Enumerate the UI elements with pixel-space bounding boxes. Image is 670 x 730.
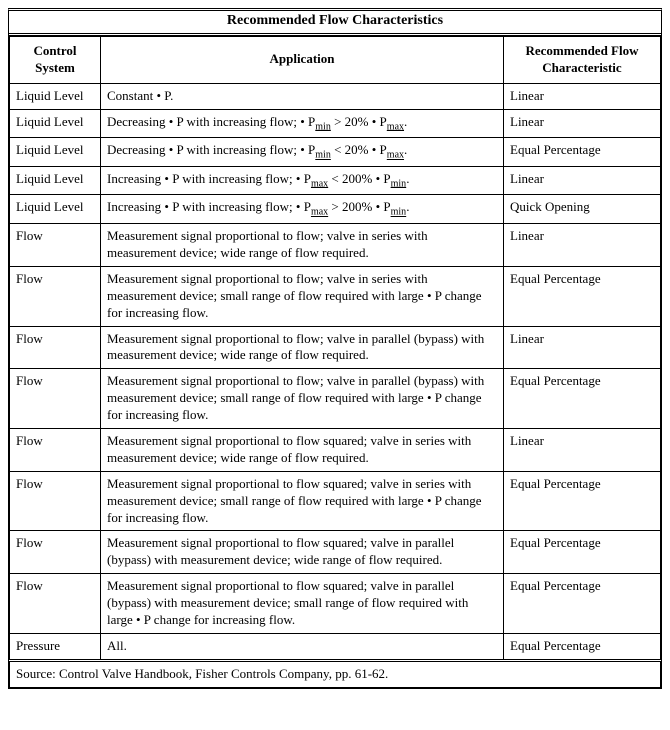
- cell-characteristic: Linear: [504, 428, 661, 471]
- source-row: Source: Control Valve Handbook, Fisher C…: [10, 660, 661, 687]
- header-characteristic: Recommended Flow Characteristic: [504, 37, 661, 84]
- cell-characteristic: Quick Opening: [504, 195, 661, 224]
- table-row: Liquid LevelDecreasing • P with increasi…: [10, 109, 661, 138]
- source-cell: Source: Control Valve Handbook, Fisher C…: [10, 660, 661, 687]
- cell-application: Increasing • P with increasing flow; • P…: [101, 195, 504, 224]
- table-row: FlowMeasurement signal proportional to f…: [10, 266, 661, 326]
- flow-characteristics-table: Control System Application Recommended F…: [9, 36, 661, 688]
- cell-system: Flow: [10, 266, 101, 326]
- cell-application: Measurement signal proportional to flow;…: [101, 266, 504, 326]
- cell-characteristic: Equal Percentage: [504, 633, 661, 660]
- cell-characteristic: Equal Percentage: [504, 574, 661, 634]
- table-row: FlowMeasurement signal proportional to f…: [10, 224, 661, 267]
- cell-application: All.: [101, 633, 504, 660]
- table-row: FlowMeasurement signal proportional to f…: [10, 574, 661, 634]
- table-row: FlowMeasurement signal proportional to f…: [10, 326, 661, 369]
- cell-system: Flow: [10, 224, 101, 267]
- table-row: FlowMeasurement signal proportional to f…: [10, 471, 661, 531]
- header-system: Control System: [10, 37, 101, 84]
- cell-characteristic: Equal Percentage: [504, 531, 661, 574]
- cell-system: Flow: [10, 428, 101, 471]
- cell-characteristic: Linear: [504, 109, 661, 138]
- cell-application: Measurement signal proportional to flow …: [101, 471, 504, 531]
- cell-system: Liquid Level: [10, 166, 101, 195]
- cell-characteristic: Linear: [504, 224, 661, 267]
- cell-application: Increasing • P with increasing flow; • P…: [101, 166, 504, 195]
- cell-application: Measurement signal proportional to flow;…: [101, 369, 504, 429]
- table-row: Liquid LevelConstant • P.Linear: [10, 83, 661, 109]
- cell-system: Flow: [10, 574, 101, 634]
- cell-application: Measurement signal proportional to flow;…: [101, 224, 504, 267]
- cell-characteristic: Equal Percentage: [504, 266, 661, 326]
- table-row: Liquid LevelIncreasing • P with increasi…: [10, 195, 661, 224]
- cell-system: Flow: [10, 326, 101, 369]
- cell-system: Liquid Level: [10, 195, 101, 224]
- table-title: Recommended Flow Characteristics: [9, 11, 661, 36]
- cell-application: Measurement signal proportional to flow;…: [101, 326, 504, 369]
- cell-system: Flow: [10, 531, 101, 574]
- cell-system: Liquid Level: [10, 138, 101, 167]
- cell-application: Decreasing • P with increasing flow; • P…: [101, 109, 504, 138]
- cell-characteristic: Equal Percentage: [504, 138, 661, 167]
- cell-characteristic: Equal Percentage: [504, 471, 661, 531]
- cell-system: Pressure: [10, 633, 101, 660]
- header-row: Control System Application Recommended F…: [10, 37, 661, 84]
- cell-application: Measurement signal proportional to flow …: [101, 574, 504, 634]
- cell-application: Constant • P.: [101, 83, 504, 109]
- cell-system: Flow: [10, 471, 101, 531]
- table-container: Recommended Flow Characteristics Control…: [8, 8, 662, 689]
- cell-characteristic: Linear: [504, 83, 661, 109]
- header-application: Application: [101, 37, 504, 84]
- cell-characteristic: Linear: [504, 326, 661, 369]
- cell-system: Liquid Level: [10, 83, 101, 109]
- table-row: FlowMeasurement signal proportional to f…: [10, 369, 661, 429]
- cell-characteristic: Linear: [504, 166, 661, 195]
- cell-application: Decreasing • P with increasing flow; • P…: [101, 138, 504, 167]
- cell-characteristic: Equal Percentage: [504, 369, 661, 429]
- cell-system: Liquid Level: [10, 109, 101, 138]
- table-row: FlowMeasurement signal proportional to f…: [10, 531, 661, 574]
- table-row: Liquid LevelDecreasing • P with increasi…: [10, 138, 661, 167]
- table-row: Liquid LevelIncreasing • P with increasi…: [10, 166, 661, 195]
- cell-application: Measurement signal proportional to flow …: [101, 428, 504, 471]
- table-row: PressureAll.Equal Percentage: [10, 633, 661, 660]
- cell-system: Flow: [10, 369, 101, 429]
- table-body: Liquid LevelConstant • P.LinearLiquid Le…: [10, 83, 661, 660]
- cell-application: Measurement signal proportional to flow …: [101, 531, 504, 574]
- table-row: FlowMeasurement signal proportional to f…: [10, 428, 661, 471]
